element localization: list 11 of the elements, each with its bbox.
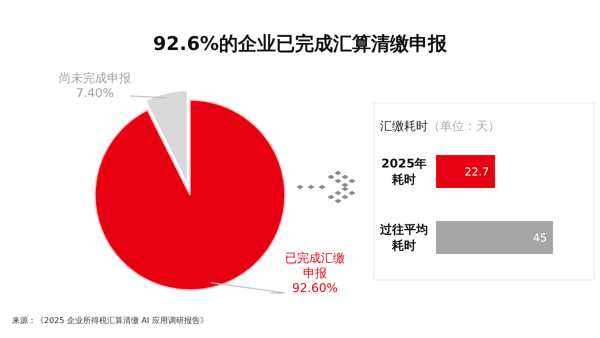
- data-label: 7.40%: [76, 86, 114, 100]
- data-label: 22.7: [464, 166, 490, 178]
- source-note: 来源：《2025 企业所得税汇算清缴 AI 应用调研报告》: [12, 316, 208, 325]
- y-tick-label: 过往平均耗时: [379, 222, 428, 252]
- data-label: 45: [533, 232, 547, 244]
- chart-title: 92.6%的企业已完成汇算清缴申报: [153, 33, 448, 55]
- data-label: 92.60%: [292, 281, 338, 295]
- chart-title: 汇缴耗时（单位：天）: [380, 119, 500, 133]
- y-tick-label: 2025年耗时: [381, 156, 427, 186]
- slice-label: 尚未完成申报: [59, 71, 131, 85]
- slice-label: 已完成汇缴申报: [285, 251, 345, 280]
